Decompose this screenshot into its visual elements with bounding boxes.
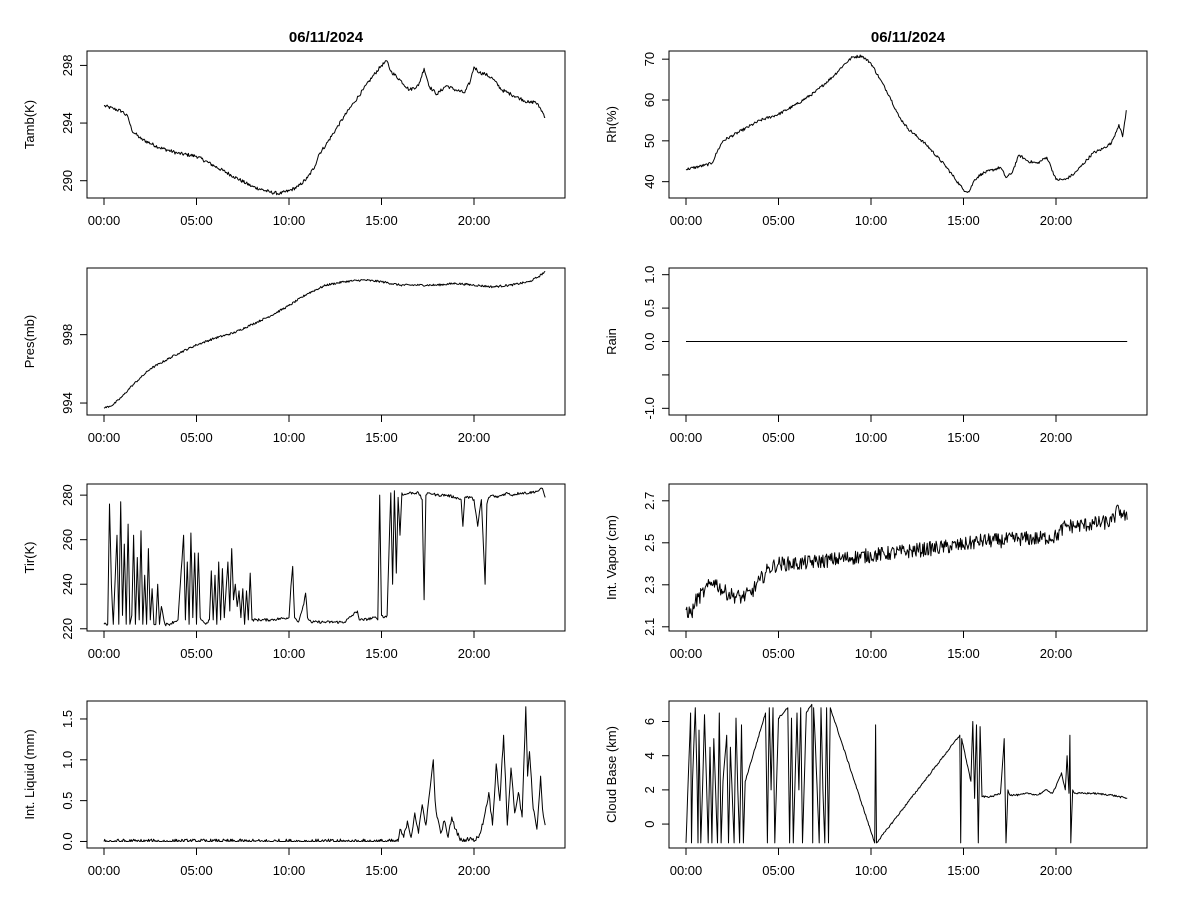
chart-title: 06/11/2024 [871, 29, 946, 46]
x-tick-label: 10:00 [273, 863, 306, 878]
x-tick-label: 00:00 [88, 430, 121, 445]
series-line-liquid [103, 706, 546, 842]
y-tick-label: -1.0 [642, 397, 657, 419]
y-tick-label: 1.0 [60, 751, 75, 769]
series-line-tamb [103, 60, 546, 196]
x-tick-label: 05:00 [762, 213, 795, 228]
x-tick-label: 10:00 [855, 430, 888, 445]
x-tick-label: 00:00 [88, 863, 121, 878]
x-tick-label: 20:00 [1040, 430, 1073, 445]
x-tick-label: 00:00 [670, 430, 703, 445]
y-tick-label: 2.5 [642, 534, 657, 552]
y-tick-label: 0.0 [60, 832, 75, 850]
series-line-rh [685, 54, 1127, 193]
x-tick-label: 05:00 [180, 863, 213, 878]
x-tick-label: 00:00 [88, 213, 121, 228]
y-axis-label: Int. Liquid (mm) [22, 729, 37, 819]
series-line-cloudbase [685, 703, 1128, 844]
x-tick-label: 10:00 [855, 213, 888, 228]
y-axis-label: Int. Vapor (cm) [604, 515, 619, 600]
y-axis-label: Rh(%) [604, 106, 619, 143]
chart-title: 06/11/2024 [289, 29, 364, 46]
x-tick-label: 00:00 [670, 213, 703, 228]
series-line-pres [103, 270, 546, 409]
y-tick-label: 2.7 [642, 492, 657, 510]
x-tick-label: 05:00 [180, 646, 213, 661]
y-tick-label: 6 [642, 718, 657, 725]
y-tick-label: 290 [60, 170, 75, 192]
y-tick-label: 60 [642, 93, 657, 107]
y-tick-label: 994 [60, 392, 75, 414]
chart-panel-rain: 00:00 05:00 10:00 15:00 20:00 -1.0 0.0 0.5 1.0 Ra… [604, 266, 1148, 445]
y-tick-label: 4 [642, 752, 657, 759]
x-tick-label: 20:00 [458, 646, 491, 661]
y-axis-label: Pres(mb) [22, 315, 37, 368]
x-tick-label: 15:00 [947, 863, 980, 878]
y-axis-label: Tir(K) [22, 541, 37, 573]
y-tick-label: 50 [642, 134, 657, 148]
chart-panel-vapor: 00:00 05:00 10:00 15:00 20:00 2.1 2.3 2.5 2.7 Int… [604, 483, 1148, 661]
y-tick-label: 2.1 [642, 618, 657, 636]
x-tick-label: 15:00 [365, 646, 398, 661]
y-tick-label: 2.3 [642, 576, 657, 594]
series-line-vapor [685, 504, 1128, 619]
y-tick-label: 40 [642, 174, 657, 188]
x-tick-label: 05:00 [180, 430, 213, 445]
x-tick-label: 10:00 [855, 863, 888, 878]
x-tick-label: 00:00 [670, 863, 703, 878]
x-tick-label: 20:00 [458, 430, 491, 445]
x-tick-label: 15:00 [947, 213, 980, 228]
x-tick-label: 20:00 [1040, 863, 1073, 878]
y-tick-label: 240 [60, 573, 75, 595]
x-tick-label: 10:00 [273, 213, 306, 228]
chart-panel-tamb: 06/11/2024 00:00 05:00 10:00 15:00 20:00 290 29… [22, 29, 566, 228]
x-tick-label: 05:00 [762, 430, 795, 445]
x-tick-label: 15:00 [947, 430, 980, 445]
x-tick-label: 15:00 [365, 863, 398, 878]
chart-panel-pres: 00:00 05:00 10:00 15:00 20:00 994 998 Pres(mb) [22, 267, 566, 445]
y-tick-label: 294 [60, 112, 75, 134]
x-tick-label: 20:00 [1040, 213, 1073, 228]
y-tick-label: 70 [642, 52, 657, 66]
y-tick-label: 260 [60, 529, 75, 551]
x-tick-label: 05:00 [180, 213, 213, 228]
x-tick-label: 20:00 [458, 213, 491, 228]
x-tick-label: 20:00 [1040, 646, 1073, 661]
y-tick-label: 1.0 [642, 266, 657, 284]
y-axis-label: Cloud Base (km) [604, 726, 619, 823]
x-tick-label: 15:00 [365, 430, 398, 445]
y-tick-label: 0.5 [642, 299, 657, 317]
y-axis-label: Tamb(K) [22, 100, 37, 149]
y-tick-label: 220 [60, 618, 75, 640]
y-tick-label: 0 [642, 820, 657, 827]
y-tick-label: 1.5 [60, 710, 75, 728]
chart-panel-cloud: 00:00 05:00 10:00 15:00 20:00 0 2 4 6 Cloud Base … [604, 700, 1148, 878]
x-tick-label: 10:00 [273, 646, 306, 661]
chart-panel-liquid: 00:00 05:00 10:00 15:00 20:00 0.0 0.5 1.0 1.5 Int… [22, 700, 566, 878]
series-line-tir [103, 487, 546, 627]
x-tick-label: 05:00 [762, 863, 795, 878]
chart-panel-rh: 06/11/2024 00:00 05:00 10:00 15:00 20:00 40 50 6… [604, 29, 1148, 228]
x-tick-label: 15:00 [365, 213, 398, 228]
x-tick-label: 05:00 [762, 646, 795, 661]
x-tick-label: 00:00 [670, 646, 703, 661]
y-tick-label: 0.5 [60, 792, 75, 810]
y-axis-label: Rain [604, 328, 619, 355]
x-tick-label: 10:00 [273, 430, 306, 445]
x-tick-label: 20:00 [458, 863, 491, 878]
y-tick-label: 2 [642, 786, 657, 793]
y-tick-label: 280 [60, 484, 75, 506]
y-tick-label: 298 [60, 55, 75, 77]
y-tick-label: 998 [60, 324, 75, 346]
x-tick-label: 10:00 [855, 646, 888, 661]
x-tick-label: 00:00 [88, 646, 121, 661]
y-tick-label: 0.0 [642, 332, 657, 350]
x-tick-label: 15:00 [947, 646, 980, 661]
chart-panel-tir: 00:00 05:00 10:00 15:00 20:00 220 240 260 280 Tir… [22, 483, 566, 661]
